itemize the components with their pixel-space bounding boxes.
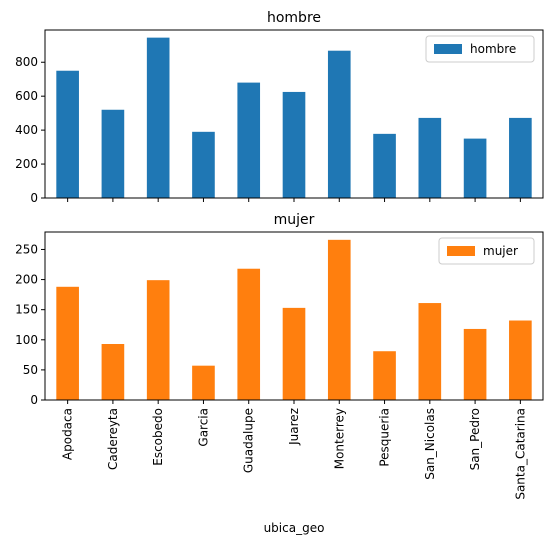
chart-title-mujer: mujer [274, 212, 315, 228]
bar-hombre-santa-catarina [509, 117, 532, 198]
bar-mujer-san-pedro [463, 328, 487, 400]
x-tick-label-pesqueria: Pesqueria [378, 408, 392, 467]
x-tick-label-san-nicolas: San_Nicolas [423, 408, 437, 480]
x-axis-mujer: Apodaca Cadereyta Escobedo Garcia Guadalupe J… [61, 400, 527, 500]
x-tick-label-monterrey: Monterrey [332, 408, 346, 469]
legend-label-hombre: hombre [470, 42, 516, 56]
x-axis-label: ubica_geo [264, 521, 325, 535]
y-tick-label: 400 [15, 123, 38, 137]
bar-mujer-apodaca [56, 286, 79, 400]
y-tick-label: 200 [15, 157, 38, 171]
x-tick-label-cadereyta: Cadereyta [106, 408, 120, 470]
bar-mujer-monterrey [327, 239, 351, 400]
y-tick-label: 0 [30, 393, 38, 407]
x-axis-hombre [67, 198, 521, 202]
y-tick-label: 0 [30, 191, 38, 205]
x-tick-label-juarez: Juarez [287, 408, 301, 446]
bar-hombre-san-pedro [463, 138, 487, 198]
x-tick-label-guadalupe: Guadalupe [242, 408, 256, 473]
legend-box-mujer [438, 237, 535, 265]
legend-label-mujer: mujer [483, 244, 518, 258]
x-tick-label-apodaca: Apodaca [61, 408, 75, 460]
y-axis-hombre: 0 200 400 600 800 [15, 55, 45, 205]
bar-hombre-apodaca [56, 70, 79, 198]
y-tick-label: 150 [15, 303, 38, 317]
bar-mujer-juarez [282, 307, 306, 400]
bar-hombre-cadereyta [101, 109, 125, 198]
bar-mujer-pesqueria [373, 351, 396, 400]
legend-box-hombre [425, 35, 535, 63]
legend-swatch-mujer [447, 246, 475, 256]
bar-mujer-san-nicolas [418, 303, 442, 400]
axes-frame-mujer [44, 231, 544, 401]
bars-mujer [56, 239, 532, 400]
panel-mujer: mujer 0 50 100 150 200 250 Apodaca Cadereyta Es… [15, 212, 544, 500]
bar-mujer-cadereyta [101, 344, 125, 400]
x-tick-label-santa-catarina: Santa_Catarina [513, 408, 527, 500]
bar-hombre-guadalupe [237, 82, 261, 198]
x-tick-label-garcia: Garcia [196, 408, 210, 447]
bar-hombre-monterrey [327, 50, 351, 198]
bar-hombre-juarez [282, 91, 306, 198]
legend-swatch-hombre [434, 44, 462, 54]
bar-hombre-escobedo [146, 37, 170, 198]
y-tick-label: 600 [15, 89, 38, 103]
legend-hombre: hombre [425, 35, 535, 63]
x-tick-label-san-pedro: San_Pedro [468, 408, 482, 470]
y-tick-label: 100 [15, 333, 38, 347]
bar-mujer-santa-catarina [509, 320, 532, 400]
bars-hombre [56, 37, 532, 198]
bar-mujer-garcia [192, 365, 215, 400]
bar-hombre-san-nicolas [418, 117, 442, 198]
y-tick-label: 800 [15, 55, 38, 69]
bar-mujer-guadalupe [237, 268, 261, 400]
legend-mujer: mujer [438, 237, 535, 265]
axes-frame-hombre [44, 29, 544, 199]
bar-hombre-pesqueria [373, 133, 396, 198]
chart-title-hombre: hombre [267, 10, 321, 26]
bar-hombre-garcia [192, 131, 215, 198]
y-axis-mujer: 0 50 100 150 200 250 [15, 242, 45, 407]
x-tick-label-escobedo: Escobedo [151, 408, 165, 466]
y-tick-label: 200 [15, 273, 38, 287]
y-tick-label: 50 [23, 363, 38, 377]
bar-mujer-escobedo [146, 280, 170, 400]
y-tick-label: 250 [15, 242, 38, 256]
panel-hombre: hombre 0 200 400 600 800 hombre [15, 10, 544, 205]
